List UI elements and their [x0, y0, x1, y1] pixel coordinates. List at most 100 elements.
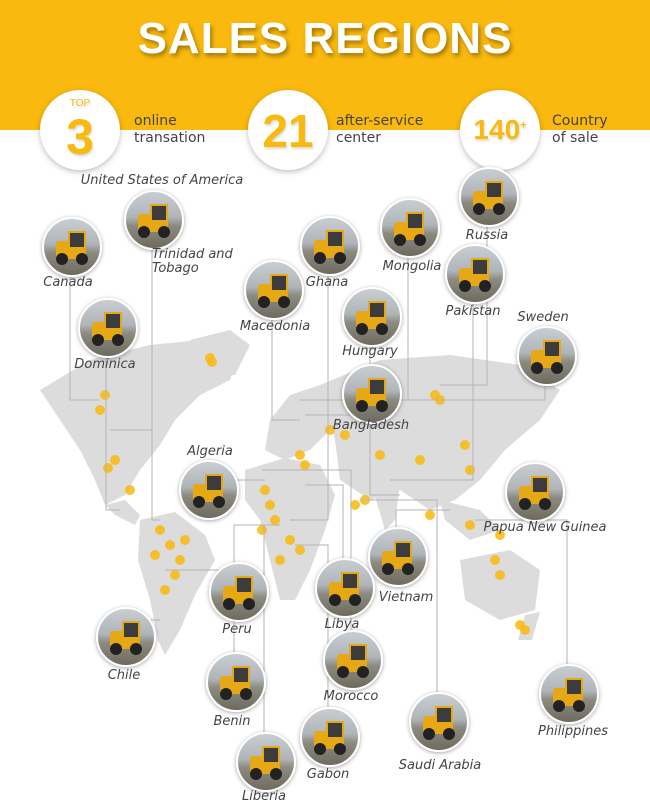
loader-photo	[505, 462, 565, 522]
country-label: Gabon	[306, 767, 350, 782]
loader-wheel	[278, 296, 290, 308]
stat-140-badge: 140+	[460, 90, 540, 170]
page-title: SALES REGIONS	[137, 14, 513, 63]
connector-line	[105, 326, 120, 511]
sales-dot	[300, 460, 310, 470]
country-label: Chile	[107, 668, 141, 683]
country-label: Canada	[43, 275, 93, 290]
loader-cab	[531, 476, 549, 494]
sales-dot	[207, 357, 217, 367]
loader-cab	[150, 204, 168, 222]
loader-wheel	[443, 728, 455, 740]
loader-wheel	[193, 496, 205, 508]
country-label: Sweden	[517, 310, 569, 325]
loader-wheel	[270, 768, 282, 780]
loader-wheel	[314, 743, 326, 755]
sales-dot	[265, 500, 275, 510]
sales-dot	[375, 450, 385, 460]
sales-dot	[165, 540, 175, 550]
loader-wheel	[76, 253, 88, 265]
loader-wheel	[130, 643, 142, 655]
loader-photo	[409, 692, 469, 752]
stat-number: 140	[473, 114, 521, 145]
loader-cab	[262, 746, 280, 764]
loader-wheel	[349, 594, 361, 606]
loader-cab	[406, 212, 424, 230]
loader-photo	[300, 216, 360, 276]
loader-cab	[326, 721, 344, 739]
loader-photo	[315, 558, 375, 618]
sales-dot	[495, 570, 505, 580]
country-label: Algeria	[187, 444, 233, 459]
loader-cab	[326, 230, 344, 248]
sales-dot	[125, 485, 135, 495]
loader-cab	[104, 312, 122, 330]
sales-dot	[465, 520, 475, 530]
loader-wheel	[158, 226, 170, 238]
sales-dot	[520, 625, 530, 635]
loader-wheel	[414, 234, 426, 246]
loader-photo	[300, 707, 360, 767]
country-label: Mongolia	[382, 259, 442, 274]
loader-wheel	[56, 253, 68, 265]
loader-wheel	[329, 594, 341, 606]
loader-cab	[122, 621, 140, 639]
loader-wheel	[553, 700, 565, 712]
country-label: Bangladesh	[332, 418, 410, 433]
loader-cab	[394, 541, 412, 559]
country-label: Libya	[324, 617, 360, 632]
loader-wheel	[551, 362, 563, 374]
loader-cab	[435, 706, 453, 724]
connector-line	[475, 519, 568, 692]
country-label: Peru	[222, 622, 252, 637]
loader-wheel	[519, 498, 531, 510]
stat-label: online transation	[134, 113, 205, 147]
loader-photo	[206, 652, 266, 712]
loader-wheel	[493, 203, 505, 215]
australia	[460, 550, 540, 620]
sales-dot	[275, 555, 285, 565]
sales-dot	[340, 430, 350, 440]
connector-line	[390, 272, 474, 481]
sales-dot	[155, 525, 165, 535]
country-label: Papua New Guinea	[483, 520, 607, 535]
connector-line	[369, 392, 400, 496]
loader-photo	[342, 287, 402, 347]
loader-wheel	[473, 203, 485, 215]
loader-wheel	[337, 666, 349, 678]
country-label: United States of America	[80, 173, 244, 188]
loader-cab	[68, 231, 86, 249]
loader-photo	[459, 167, 519, 227]
loader-wheel	[334, 743, 346, 755]
loader-wheel	[402, 563, 414, 575]
connector-line	[233, 524, 280, 680]
connector-line	[151, 218, 160, 521]
stat-value: 140+	[460, 114, 540, 146]
loader-wheel	[376, 400, 388, 412]
stat-21-badge: 21	[248, 90, 328, 170]
loader-photo	[368, 527, 428, 587]
loader-cab	[565, 678, 583, 696]
sales-dot	[103, 463, 113, 473]
sales-dot	[95, 405, 105, 415]
sales-dot	[295, 450, 305, 460]
country-label: Philippines	[537, 724, 609, 739]
loader-cab	[485, 181, 503, 199]
loader-photo	[244, 260, 304, 320]
sales-dot	[175, 555, 185, 565]
loader-wheel	[110, 643, 122, 655]
stat-label: Country of sale	[552, 113, 608, 147]
country-label: Liberia	[241, 789, 287, 804]
loader-wheel	[357, 666, 369, 678]
loader-photo	[539, 664, 599, 724]
loader-cab	[232, 666, 250, 684]
sales-dot	[110, 455, 120, 465]
connector-line	[305, 484, 344, 586]
sales-dot	[460, 440, 470, 450]
stat-top3-badge: TOP 3	[40, 90, 120, 170]
loader-wheel	[376, 323, 388, 335]
sales-dot	[285, 535, 295, 545]
connector-line	[290, 244, 329, 521]
loader-wheel	[539, 498, 551, 510]
stat-suffix: +	[520, 119, 527, 132]
